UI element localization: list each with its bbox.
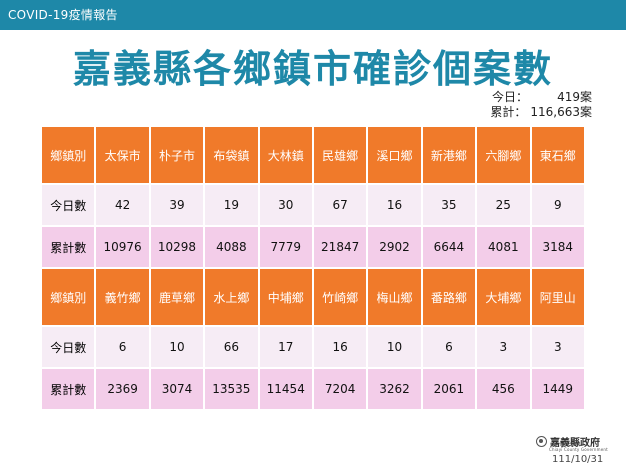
today-count-cell: 10 xyxy=(150,327,204,368)
today-count-cell: 66 xyxy=(205,327,258,368)
total-count-cell: 1449 xyxy=(531,369,584,409)
total-summary-label: 累計： xyxy=(490,105,527,119)
total-count-cell: 4081 xyxy=(477,227,530,267)
today-count-cell: 25 xyxy=(477,185,530,226)
today-count-row: 今日數 42 39 19 30 67 16 35 25 9 xyxy=(42,185,584,226)
town-name-cell: 鹿草鄉 xyxy=(150,268,204,326)
town-name-cell: 大埔鄉 xyxy=(477,268,530,326)
town-name-cell: 梅山鄉 xyxy=(368,268,421,326)
town-name-cell: 番路鄉 xyxy=(422,268,476,326)
total-count-cell: 7204 xyxy=(313,369,367,409)
today-summary: 今日： 419案 xyxy=(492,88,592,105)
today-count-cell: 39 xyxy=(150,185,204,226)
today-count-cell: 17 xyxy=(259,327,312,368)
today-count-cell: 9 xyxy=(531,185,584,226)
cases-table: 鄉鎮別 太保市 朴子市 布袋鎮 大林鎮 民雄鄉 溪口鄉 新港鄉 六腳鄉 東石鄉 今日數 42 39 19 3… xyxy=(40,125,586,411)
total-summary-value: 116,663案 xyxy=(530,105,592,119)
today-count-cell: 3 xyxy=(477,327,530,368)
total-count-cell: 13535 xyxy=(205,369,258,409)
today-summary-value: 419案 xyxy=(557,90,592,104)
total-count-row-label: 累計數 xyxy=(42,227,95,267)
today-count-row-label: 今日數 xyxy=(42,185,95,226)
total-count-cell: 3074 xyxy=(150,369,204,409)
total-count-row-label: 累計數 xyxy=(42,369,95,409)
town-name-cell: 義竹鄉 xyxy=(96,268,149,326)
town-name-cell: 水上鄉 xyxy=(205,268,258,326)
total-count-cell: 2369 xyxy=(96,369,149,409)
today-summary-label: 今日： xyxy=(492,90,529,104)
report-date: 111/10/31 xyxy=(552,454,604,465)
town-header-row-label: 鄉鎮別 xyxy=(42,268,95,326)
total-count-cell: 4088 xyxy=(205,227,258,267)
town-name-cell: 中埔鄉 xyxy=(259,268,312,326)
logo-subtitle: Chiayi County Government xyxy=(549,447,608,452)
today-count-cell: 19 xyxy=(205,185,258,226)
page-title: 嘉義縣各鄉鎮市確診個案數 xyxy=(72,47,553,91)
total-count-cell: 3184 xyxy=(531,227,584,267)
total-count-cell: 21847 xyxy=(313,227,367,267)
total-count-cell: 6644 xyxy=(422,227,476,267)
today-count-cell: 10 xyxy=(368,327,421,368)
top-banner: COVID-19疫情報告 xyxy=(0,0,626,30)
today-count-cell: 16 xyxy=(368,185,421,226)
town-name-cell: 民雄鄉 xyxy=(313,127,367,184)
today-count-cell: 6 xyxy=(96,327,149,368)
today-count-cell: 30 xyxy=(259,185,312,226)
total-count-row: 累計數 10976 10298 4088 7779 21847 2902 6644 4081 31… xyxy=(42,227,584,267)
total-count-cell: 10298 xyxy=(150,227,204,267)
today-count-cell: 67 xyxy=(313,185,367,226)
county-seal-icon xyxy=(536,435,547,447)
total-count-cell: 3262 xyxy=(368,369,421,409)
total-count-cell: 456 xyxy=(477,369,530,409)
today-count-cell: 16 xyxy=(313,327,367,368)
today-count-cell: 35 xyxy=(422,185,476,226)
town-header-row-label: 鄉鎮別 xyxy=(42,127,95,184)
today-count-cell: 3 xyxy=(531,327,584,368)
today-count-cell: 42 xyxy=(96,185,149,226)
town-header-row: 鄉鎮別 太保市 朴子市 布袋鎮 大林鎮 民雄鄉 溪口鄉 新港鄉 六腳鄉 東石鄉 xyxy=(42,127,584,184)
total-count-cell: 10976 xyxy=(96,227,149,267)
town-name-cell: 朴子市 xyxy=(150,127,204,184)
today-count-row-label: 今日數 xyxy=(42,327,95,368)
town-name-cell: 溪口鄉 xyxy=(368,127,421,184)
town-name-cell: 東石鄉 xyxy=(531,127,584,184)
government-logo: 嘉義縣政府 xyxy=(536,434,600,449)
total-count-cell: 2061 xyxy=(422,369,476,409)
logo-text: 嘉義縣政府 xyxy=(550,437,600,449)
today-count-row: 今日數 6 10 66 17 16 10 6 3 3 xyxy=(42,327,584,368)
report-label: COVID-19疫情報告 xyxy=(8,8,118,22)
today-count-cell: 6 xyxy=(422,327,476,368)
town-name-cell: 阿里山 xyxy=(531,268,584,326)
town-header-row: 鄉鎮別 義竹鄉 鹿草鄉 水上鄉 中埔鄉 竹崎鄉 梅山鄉 番路鄉 大埔鄉 阿里山 xyxy=(42,268,584,326)
town-name-cell: 布袋鎮 xyxy=(205,127,258,184)
total-count-cell: 2902 xyxy=(368,227,421,267)
town-name-cell: 竹崎鄉 xyxy=(313,268,367,326)
town-name-cell: 六腳鄉 xyxy=(477,127,530,184)
total-count-row: 累計數 2369 3074 13535 11454 7204 3262 2061 456 1449 xyxy=(42,369,584,409)
total-count-cell: 11454 xyxy=(259,369,312,409)
town-name-cell: 太保市 xyxy=(96,127,149,184)
total-summary: 累計： 116,663案 xyxy=(490,103,592,120)
town-name-cell: 新港鄉 xyxy=(422,127,476,184)
town-name-cell: 大林鎮 xyxy=(259,127,312,184)
total-count-cell: 7779 xyxy=(259,227,312,267)
